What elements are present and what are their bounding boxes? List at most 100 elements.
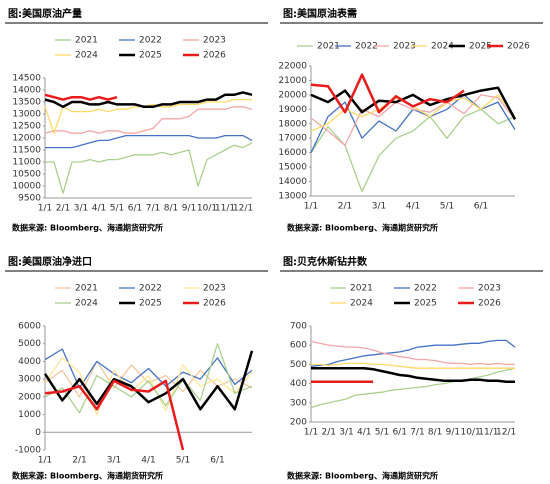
x-tick-label: 1/1: [38, 204, 52, 214]
legend-label: 2023: [393, 42, 416, 52]
x-tick-label: 4/1: [357, 428, 371, 438]
chart-title: 图:美国原油产量: [8, 7, 82, 20]
legend-label: 2022: [139, 36, 162, 46]
x-tick-label: 5/1: [176, 456, 190, 466]
x-tick-label: 4/1: [92, 204, 106, 214]
y-tick-label: 17000: [278, 134, 307, 144]
legend-label: 2021: [75, 284, 98, 294]
y-tick-label: 1000: [18, 410, 41, 420]
y-tick-label: 14000: [278, 177, 307, 187]
y-tick-label: 11500: [12, 146, 41, 156]
chart-title: 图:美国原油表需: [283, 7, 357, 20]
legend-label: 2022: [139, 284, 162, 294]
series-line: [310, 73, 465, 114]
x-tick-label: 6/1: [128, 204, 142, 214]
y-tick-label: 19000: [278, 105, 307, 115]
x-tick-label: 1/1: [304, 202, 318, 212]
x-tick-label: 8/1: [428, 428, 442, 438]
x-tick-label: 1/1: [304, 428, 318, 438]
x-tick-label: 9/1: [446, 428, 460, 438]
y-tick-label: 11000: [12, 158, 41, 168]
y-tick-label: 5000: [18, 339, 41, 349]
x-tick-label: 12/1: [233, 204, 253, 214]
series-line: [44, 343, 253, 414]
y-tick-label: 13500: [12, 98, 41, 108]
y-tick-label: 13000: [278, 192, 307, 202]
series-line: [310, 367, 516, 409]
y-tick-label: 700: [290, 322, 307, 332]
series-line: [310, 94, 516, 147]
y-tick-label: 600: [290, 341, 307, 351]
legend-label: 2026: [507, 42, 530, 52]
legend-label: 2022: [355, 42, 378, 52]
series-line: [44, 98, 252, 134]
x-tick-label: 4/1: [406, 202, 420, 212]
y-tick-label: 15000: [278, 163, 307, 173]
series-line: [44, 357, 253, 416]
y-tick-label: 12500: [12, 122, 41, 132]
legend-label: 2024: [75, 51, 98, 61]
source-note: 数据来源: Bloomberg、海通期货研究所: [287, 471, 438, 481]
y-tick-label: 20000: [278, 90, 307, 100]
legend-label: 2025: [469, 42, 492, 52]
series-line: [311, 362, 515, 369]
source-note: 数据来源: Bloomberg、海通期货研究所: [12, 223, 163, 233]
x-tick-label: 3/1: [74, 204, 88, 214]
chart-title: 图:贝克休斯钻井数: [283, 255, 368, 268]
x-tick-label: 2/1: [321, 428, 335, 438]
y-tick-label: 16000: [278, 148, 307, 158]
legend-label: 2023: [478, 284, 501, 294]
y-tick-label: 200: [290, 418, 307, 428]
y-tick-label: 2000: [18, 392, 41, 402]
y-tick-label: 13000: [12, 110, 41, 120]
series-line: [44, 93, 118, 101]
y-tick-label: 300: [290, 398, 307, 408]
legend-label: 2026: [478, 299, 501, 309]
legend-label: 2026: [203, 299, 226, 309]
x-tick-label: 2/1: [338, 202, 352, 212]
y-tick-label: 400: [290, 379, 307, 389]
series-line: [310, 94, 516, 153]
series-line: [44, 106, 253, 134]
x-tick-label: 10/1: [197, 204, 217, 214]
series-line: [44, 91, 253, 109]
x-tick-label: 3/1: [372, 202, 386, 212]
x-tick-label: 9/1: [182, 204, 196, 214]
x-tick-label: 1/1: [38, 456, 52, 466]
series-line: [310, 86, 517, 120]
legend-label: 2021: [317, 42, 340, 52]
x-tick-label: 3/1: [107, 456, 121, 466]
x-tick-label: 11/1: [478, 428, 498, 438]
x-tick-label: 5/1: [440, 202, 454, 212]
x-tick-label: 10/1: [461, 428, 481, 438]
y-tick-label: 18000: [278, 119, 307, 129]
series-line: [310, 339, 516, 367]
x-tick-label: 6/1: [474, 202, 488, 212]
series-line: [44, 379, 185, 451]
x-tick-label: 5/1: [110, 204, 124, 214]
x-tick-label: 6/1: [210, 456, 224, 466]
y-tick-label: 10000: [12, 182, 41, 192]
legend-label: 2022: [414, 284, 437, 294]
y-tick-label: 4000: [18, 357, 41, 367]
y-tick-label: 22000: [278, 62, 307, 72]
legend-label: 2025: [414, 299, 437, 309]
legend-label: 2025: [139, 299, 162, 309]
x-tick-label: 4/1: [141, 456, 155, 466]
legend-label: 2024: [431, 42, 454, 52]
legend-label: 2024: [350, 299, 373, 309]
legend-label: 2023: [203, 36, 226, 46]
y-tick-label: 14000: [12, 86, 41, 96]
x-tick-label: 6/1: [392, 428, 406, 438]
source-note: 数据来源: Bloomberg、海通期货研究所: [287, 223, 438, 233]
y-tick-label: 9500: [18, 194, 41, 204]
series-line: [310, 108, 516, 193]
legend-label: 2026: [203, 51, 226, 61]
x-tick-label: 12/1: [496, 428, 516, 438]
x-tick-label: 2/1: [56, 204, 70, 214]
source-note: 数据来源: Bloomberg、海通期货研究所: [12, 471, 163, 481]
x-tick-label: 11/1: [215, 204, 235, 214]
x-tick-label: 8/1: [164, 204, 178, 214]
series-line: [45, 134, 253, 149]
